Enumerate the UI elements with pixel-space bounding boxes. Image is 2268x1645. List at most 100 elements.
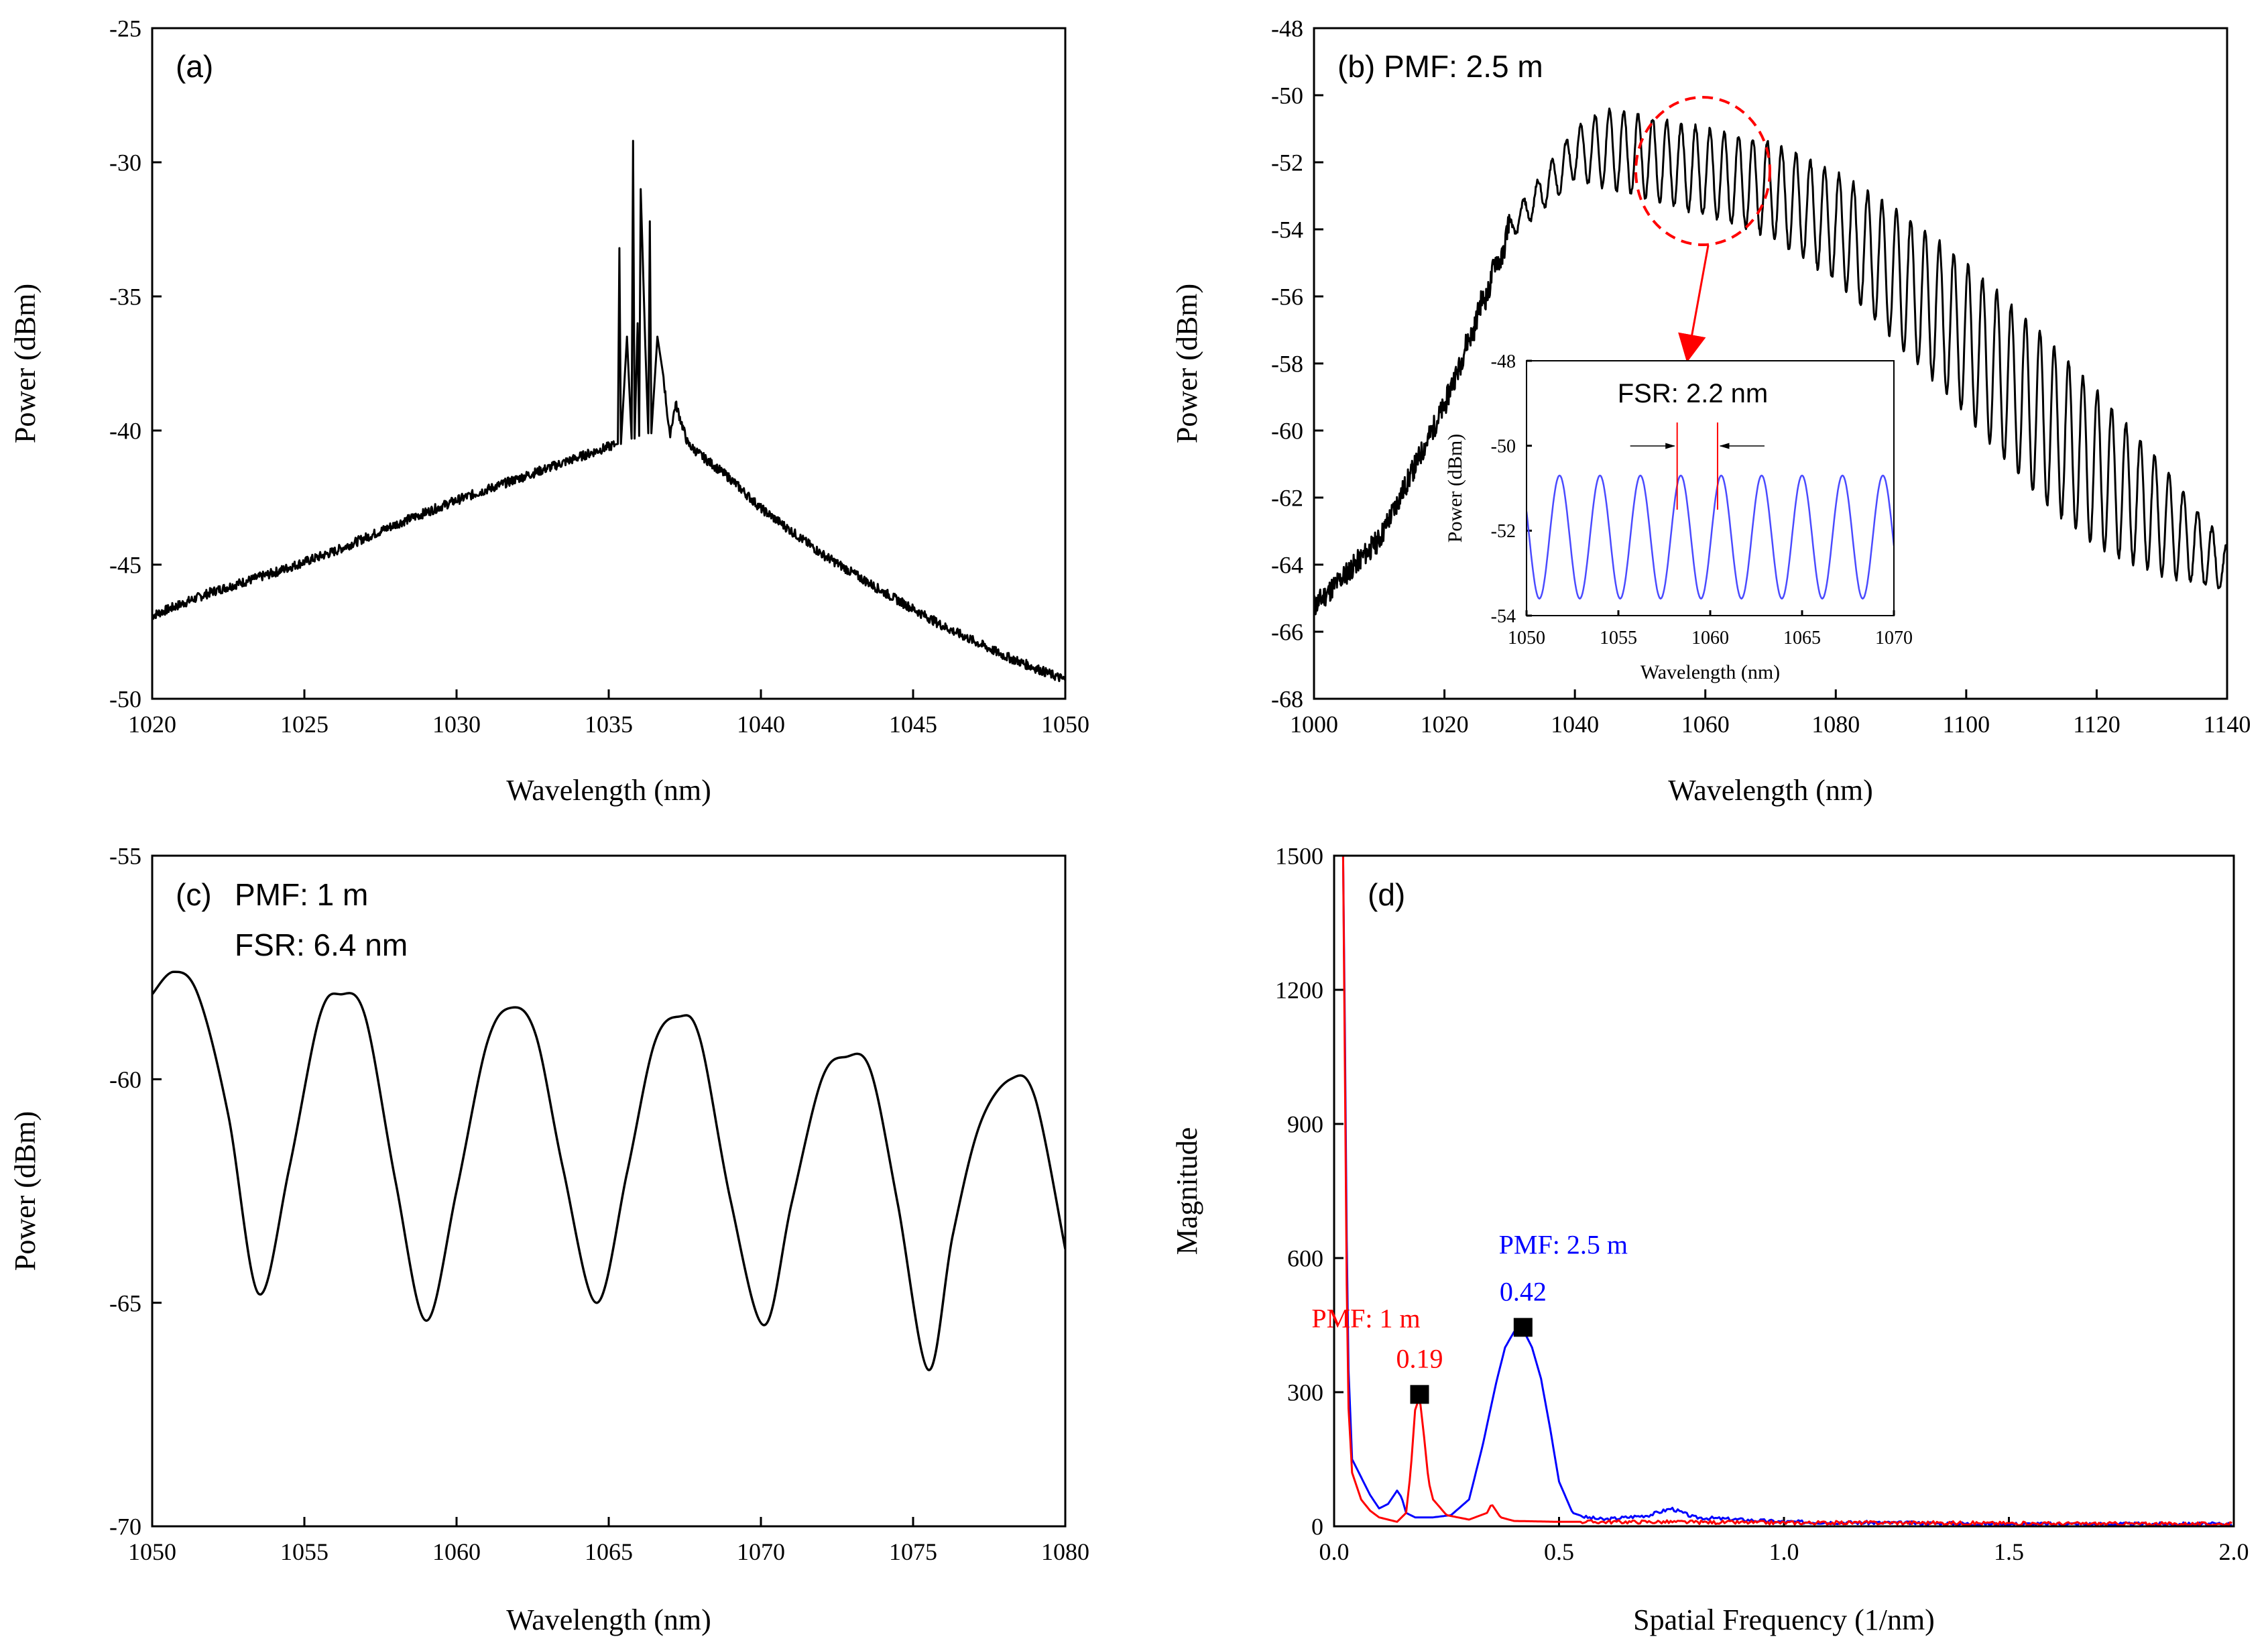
panel-c-annotation-pmf: PMF: 1 m [235,877,368,912]
panel-d-frame [1333,854,2235,1528]
panel-c: 1050 1055 1060 1065 1070 1075 1080 -70 -65 -60 -55… [9,843,1089,1636]
y-tick-label: -56 [1271,284,1303,310]
x-tick-label: 1075 [889,1538,937,1565]
y-tick-label: -55 [109,843,141,870]
y-tick-label: -62 [1271,485,1303,512]
panel-d-ylabel: Magnitude [1171,1127,1203,1255]
y-tick-label: -64 [1271,552,1303,579]
panel-b-inset: 1050 1055 1060 1065 1070 -54 -52 -50 -48 FSR: 2.… [1444,351,1913,683]
x-tick-label: 1070 [1875,628,1913,648]
x-tick-label: 1050 [1508,628,1545,648]
panel-a-ticks: 1020 1025 1030 1035 1040 1045 1050 -50 -45 -40 -35… [109,15,1089,738]
panel-a-ylabel: Power (dBm) [9,284,42,443]
panel-b-frame [1313,27,2228,700]
panel-d-ticks: 0.0 0.5 1.0 1.5 2.0 0 300 600 900 1200 1500 [1275,843,2249,1565]
x-tick-label: 1060 [432,1538,481,1565]
panel-d-xlabel: Spatial Frequency (1/nm) [1633,1603,1935,1636]
x-tick-label: 1.5 [1994,1538,2024,1565]
peak-value-label: 0.19 [1396,1343,1443,1373]
y-tick-label: -66 [1271,619,1303,646]
y-tick-label: -60 [109,1066,141,1093]
x-tick-label: 1055 [280,1538,329,1565]
x-tick-label: 1020 [1421,711,1469,738]
y-tick-label: -30 [109,150,141,176]
panel-a-label: (a) [176,49,213,84]
y-tick-label: 600 [1287,1245,1323,1272]
panel-c-frame [151,854,1067,1528]
panel-b-inset-series-line [1527,474,1894,600]
x-tick-label: 1080 [1811,711,1860,738]
y-tick-label: -60 [1271,418,1303,445]
x-tick-label: 1070 [737,1538,785,1565]
panel-c-ticks: 1050 1055 1060 1065 1070 1075 1080 -70 -65 -60 -55 [109,843,1089,1565]
peak-series-label: PMF: 1 m [1311,1303,1420,1333]
panel-d: 0.0 0.5 1.0 1.5 2.0 0 300 600 900 1200 1500 (d) PM… [1171,843,2249,1636]
panel-b-series-line [1314,107,2227,616]
x-tick-label: 1080 [1041,1538,1089,1565]
panel-b-inset-ticks: 1050 1055 1060 1065 1070 -54 -52 -50 -48 [1491,351,1913,648]
y-tick-label: -50 [109,686,141,713]
y-tick-label: -54 [1491,606,1516,627]
x-tick-label: 1.0 [1769,1538,1799,1565]
panel-b-inset-frame [1526,360,1895,616]
panel-d-peak-annotations: PMF: 2.5 m 0.42 PMF: 1 m 0.19 [1311,1229,1628,1404]
panel-a-series-line [152,139,1065,683]
y-tick-label: -25 [109,15,141,42]
x-tick-label: 0.5 [1544,1538,1574,1565]
y-tick-label: -58 [1271,351,1303,378]
panel-c-ylabel: Power (dBm) [9,1111,42,1271]
panel-b-inset-fsr-markers [1630,422,1765,510]
x-tick-label: 1100 [1943,711,1990,738]
x-tick-label: 1040 [1551,711,1599,738]
panel-d-series-pmf-2-5m [1341,856,2232,1526]
x-tick-label: 1120 [2073,711,2121,738]
y-tick-label: 900 [1287,1111,1323,1138]
panel-b-highlight-arrow [1678,245,1710,363]
x-tick-label: 1060 [1691,628,1729,648]
panel-b-xlabel: Wavelength (nm) [1668,774,1873,807]
panel-d-label: (d) [1368,877,1405,912]
y-tick-label: -48 [1491,351,1516,372]
x-tick-label: 1065 [585,1538,633,1565]
y-tick-label: -50 [1271,82,1303,109]
panel-b-inset-ylabel: Power (dBm) [1444,434,1466,543]
x-tick-label: 1035 [585,711,633,738]
panel-d-series-pmf-1m [1341,856,2232,1526]
panel-c-series-line [152,970,1065,1371]
peak-value-label: 0.42 [1500,1276,1547,1306]
y-tick-label: -68 [1271,686,1303,713]
y-tick-label: -54 [1271,217,1303,243]
y-tick-label: -52 [1491,521,1516,542]
x-tick-label: 1020 [128,711,176,738]
x-tick-label: 1025 [280,711,329,738]
x-tick-label: 0.0 [1319,1538,1350,1565]
x-tick-label: 1055 [1600,628,1637,648]
peak-marker [1513,1318,1533,1337]
y-tick-label: -65 [109,1290,141,1316]
y-tick-label: -48 [1271,15,1303,42]
panel-c-xlabel: Wavelength (nm) [506,1603,711,1636]
panel-b-highlight-circle [1634,96,1771,246]
y-tick-label: 1500 [1275,843,1323,870]
panel-b-inset-xlabel: Wavelength (nm) [1640,661,1780,683]
y-tick-label: -40 [109,418,141,445]
x-tick-label: 1065 [1783,628,1821,648]
y-tick-label: -70 [109,1514,141,1540]
x-tick-label: 2.0 [2219,1538,2249,1565]
x-tick-label: 1140 [2204,711,2251,738]
panel-b-label: (b) PMF: 2.5 m [1337,49,1543,84]
panel-b-inset-title: FSR: 2.2 nm [1618,379,1769,408]
peak-marker [1410,1385,1429,1404]
x-tick-label: 1050 [1041,711,1089,738]
x-tick-label: 1040 [737,711,785,738]
x-tick-label: 1000 [1290,711,1338,738]
y-tick-label: -35 [109,284,141,310]
x-tick-label: 1045 [889,711,937,738]
y-tick-label: 300 [1287,1379,1323,1406]
panel-a-frame [151,27,1067,700]
x-tick-label: 1060 [1681,711,1730,738]
panel-b-ticks: 1000 1020 1040 1060 1080 1100 1120 1140 -68 -66 -6… [1271,15,2251,738]
y-tick-label: 0 [1311,1514,1323,1540]
x-tick-label: 1030 [432,711,481,738]
